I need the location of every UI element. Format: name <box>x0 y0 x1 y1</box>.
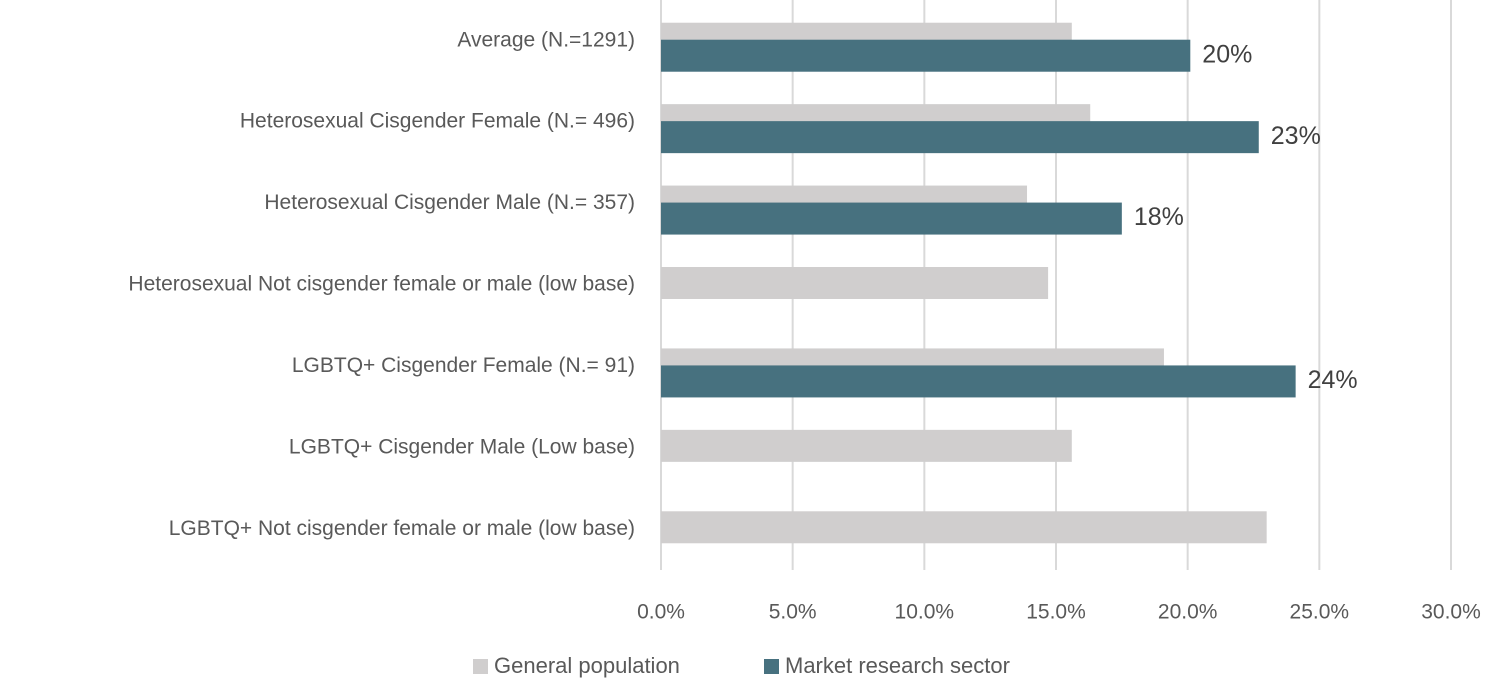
data-label: 20% <box>1202 40 1252 68</box>
y-tick-label: Average (N.=1291) <box>457 28 635 51</box>
bar <box>661 202 1122 235</box>
x-tick-label: 20.0% <box>1158 601 1218 624</box>
y-tick-label: Heterosexual Cisgender Male (N.= 357) <box>264 191 635 214</box>
bar <box>661 267 1049 299</box>
data-label: 24% <box>1308 366 1358 394</box>
x-tick-label: 25.0% <box>1290 601 1350 624</box>
x-tick-label: 15.0% <box>1026 601 1086 624</box>
bar <box>661 429 1072 462</box>
x-tick-label: 10.0% <box>895 601 955 624</box>
data-label: 23% <box>1271 122 1321 150</box>
y-tick-label: LGBTQ+ Cisgender Male (Low base) <box>289 435 635 458</box>
legend-label: General population <box>494 653 680 678</box>
legend-swatch <box>473 659 488 674</box>
y-tick-label: Heterosexual Not cisgender female or mal… <box>128 273 635 296</box>
x-tick-label: 30.0% <box>1421 601 1481 624</box>
bar <box>661 39 1191 72</box>
y-tick-label: Heterosexual Cisgender Female (N.= 496) <box>240 110 635 133</box>
bar <box>661 365 1296 398</box>
data-label: 18% <box>1134 203 1184 231</box>
bar <box>661 121 1259 154</box>
x-tick-label: 5.0% <box>769 601 817 624</box>
y-tick-label: LGBTQ+ Cisgender Female (N.= 91) <box>292 354 635 377</box>
legend-label: Market research sector <box>785 653 1010 678</box>
y-tick-label: LGBTQ+ Not cisgender female or male (low… <box>169 517 635 540</box>
x-tick-label: 0.0% <box>637 601 685 624</box>
legend-swatch <box>764 659 779 674</box>
bar <box>661 511 1267 544</box>
